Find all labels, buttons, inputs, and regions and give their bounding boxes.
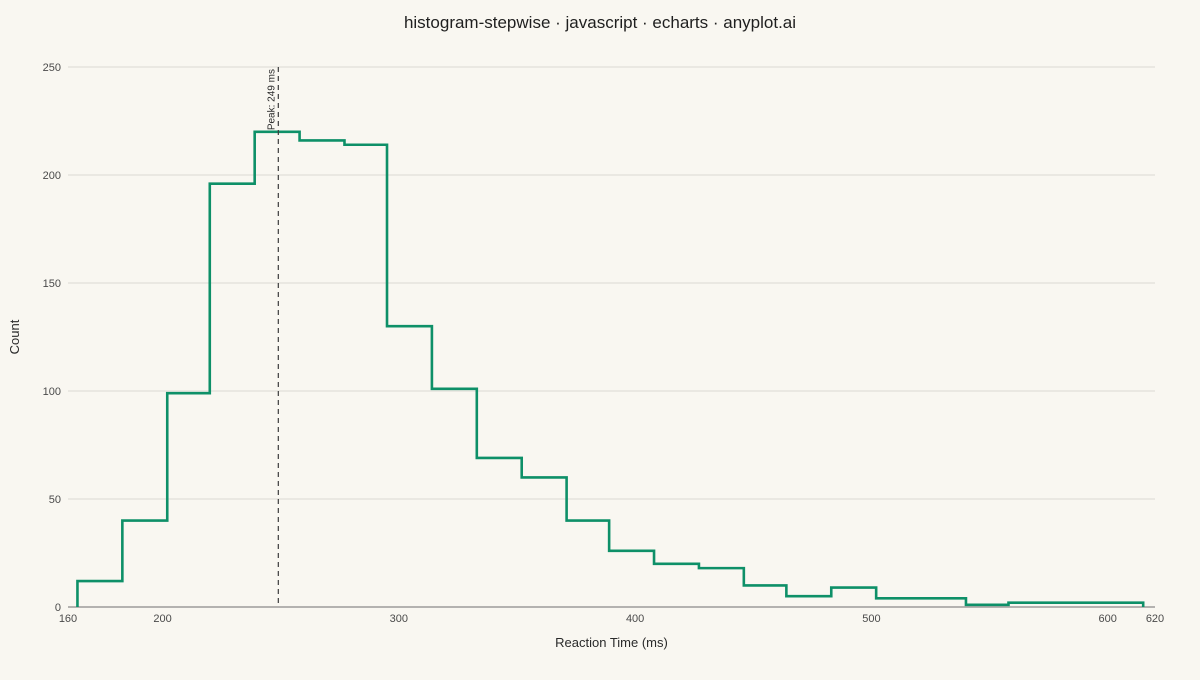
histogram-step-line [76, 130, 1145, 607]
y-tick-label: 100 [43, 386, 61, 398]
y-tick-label: 250 [43, 62, 61, 74]
y-axis-label: Count [7, 319, 22, 354]
y-tick-label: 200 [43, 170, 61, 182]
x-tick-label: 500 [862, 613, 880, 625]
y-axis-ticks: 0 50 100 150 200 250 [43, 62, 61, 614]
x-tick-label: 620 [1146, 613, 1164, 625]
y-tick-label: 50 [49, 494, 61, 506]
x-tick-label: 200 [153, 613, 171, 625]
chart-title: histogram-stepwise · javascript · echart… [404, 13, 796, 32]
x-tick-label: 300 [390, 613, 408, 625]
grid [68, 66, 1155, 500]
y-tick-label: 150 [43, 278, 61, 290]
x-axis-ticks: 160 200 300 400 500 600 620 [59, 613, 1164, 625]
y-tick-label: 0 [55, 602, 61, 614]
x-axis-label: Reaction Time (ms) [555, 635, 668, 650]
x-tick-label: 160 [59, 613, 77, 625]
peak-marker-label: Peak: 249 ms [266, 69, 277, 130]
x-tick-label: 600 [1099, 613, 1117, 625]
x-tick-label: 400 [626, 613, 644, 625]
